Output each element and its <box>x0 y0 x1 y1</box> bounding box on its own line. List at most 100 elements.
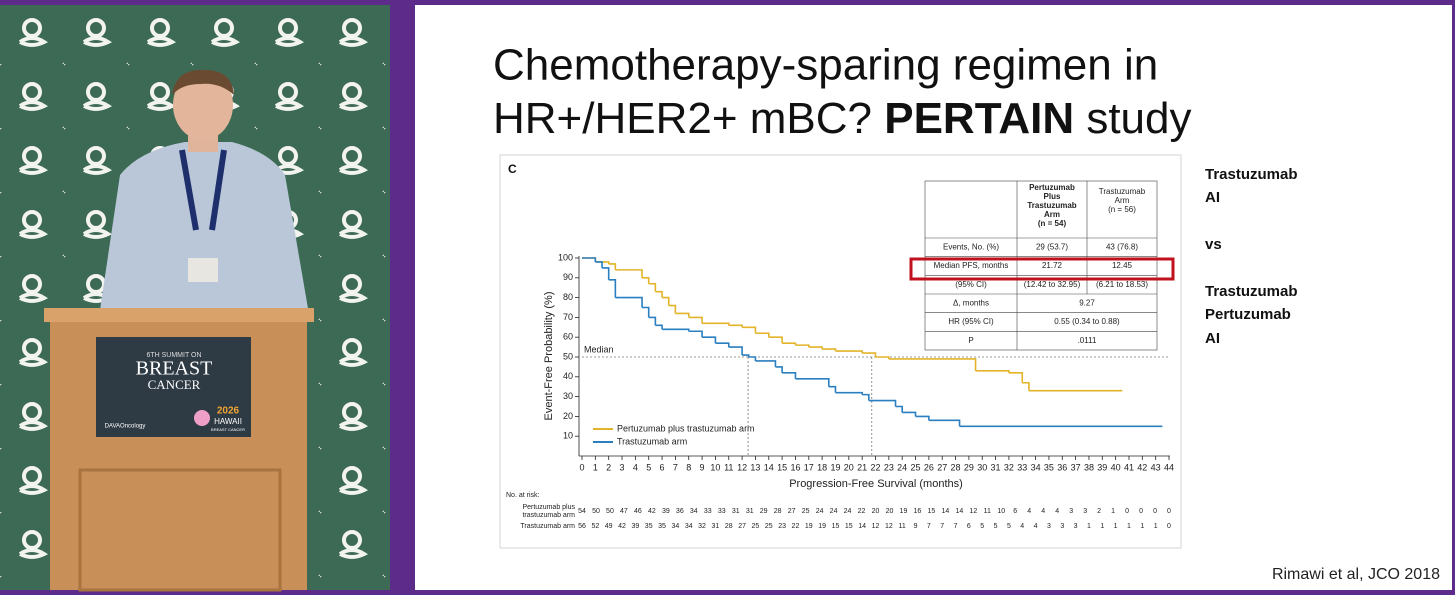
survival-step <box>655 290 663 298</box>
risk-count: 16 <box>914 508 922 515</box>
risk-count: 20 <box>872 508 880 515</box>
risk-count: 46 <box>634 508 642 515</box>
x-tick-label: 28 <box>951 462 961 472</box>
risk-count: 19 <box>818 523 826 530</box>
survival-step <box>602 267 610 280</box>
risk-count: 9 <box>914 523 918 530</box>
risk-count: 50 <box>606 508 614 515</box>
risk-count: 15 <box>832 523 840 530</box>
x-tick-label: 8 <box>686 462 691 472</box>
x-tick-label: 7 <box>673 462 678 472</box>
survival-step <box>702 336 717 344</box>
summary-table <box>924 180 1158 351</box>
risk-count: 1 <box>1087 523 1091 530</box>
risk-count: 11 <box>899 523 906 530</box>
x-tick-label: 32 <box>1004 462 1014 472</box>
survival-step <box>782 372 797 379</box>
panel-label: C <box>508 162 517 176</box>
survival-step <box>902 411 917 417</box>
x-tick-label: 17 <box>804 462 814 472</box>
x-tick-label: 9 <box>700 462 705 472</box>
x-tick-label: 44 <box>1164 462 1174 472</box>
x-tick-label: 14 <box>764 462 774 472</box>
risk-count: 19 <box>805 523 813 530</box>
x-tick-label: 23 <box>884 462 894 472</box>
survival-step <box>608 263 617 270</box>
legend-label: Trastuzumab arm <box>617 436 687 446</box>
survival-step <box>728 346 743 356</box>
x-tick-label: 24 <box>897 462 907 472</box>
title-part: PERTAIN <box>884 94 1074 143</box>
risk-count: 5 <box>994 523 998 530</box>
x-tick-label: 10 <box>710 462 720 472</box>
x-tick-label: 39 <box>1097 462 1107 472</box>
risk-count: 7 <box>940 523 944 530</box>
y-tick-label: 40 <box>563 371 573 381</box>
table-cell: Median PFS, months <box>934 261 1009 270</box>
risk-count: 1 <box>1114 523 1118 530</box>
risk-count: 23 <box>778 523 786 530</box>
survival-step <box>928 419 961 427</box>
risk-count: 12 <box>885 523 893 530</box>
title-part: HR+/HER2+ mBC? <box>493 94 884 143</box>
risk-count: 22 <box>792 523 800 530</box>
risk-count: 1 <box>1111 508 1115 515</box>
survival-step <box>862 393 870 401</box>
risk-count: 34 <box>671 523 679 530</box>
risk-count: 42 <box>618 523 626 530</box>
side-label: Trastuzumab <box>1205 166 1298 183</box>
podium-text: DAVAOncology <box>105 424 146 430</box>
risk-count: 24 <box>830 508 838 515</box>
survival-step <box>688 330 703 338</box>
table-header: Pertuzumab <box>1029 183 1075 192</box>
table-cell: HR (95% CI) <box>948 317 994 326</box>
x-tick-label: 31 <box>991 462 1001 472</box>
risk-count: 20 <box>886 508 894 515</box>
table-header: Arm <box>1115 196 1130 205</box>
risk-title: No. at risk: <box>506 492 540 499</box>
x-tick-label: 12 <box>737 462 747 472</box>
survival-step <box>835 391 863 395</box>
survival-step <box>768 336 783 344</box>
risk-count: 14 <box>858 523 866 530</box>
table-header: Arm <box>1044 210 1060 219</box>
legend-label: Pertuzumab plus trastuzumab arm <box>617 423 755 433</box>
podium-text: HAWAII <box>214 417 242 426</box>
risk-count: 14 <box>941 508 949 515</box>
table-cell: 12.45 <box>1112 261 1133 270</box>
survival-step <box>795 344 810 348</box>
x-tick-label: 29 <box>964 462 974 472</box>
x-tick-label: 27 <box>937 462 947 472</box>
risk-count: 39 <box>631 523 639 530</box>
risk-count: 3 <box>1074 523 1078 530</box>
x-tick-label: 22 <box>870 462 880 472</box>
table-cell: 21.72 <box>1042 261 1063 270</box>
risk-row-label: Trastuzumab arm <box>520 523 575 530</box>
survival-step <box>642 277 650 284</box>
survival-step <box>688 316 703 324</box>
survival-step <box>675 312 690 318</box>
risk-count: 25 <box>752 523 760 530</box>
y-tick-label: 80 <box>563 292 573 302</box>
risk-count: 1 <box>1100 523 1104 530</box>
survival-step <box>715 342 730 348</box>
x-tick-label: 13 <box>750 462 760 472</box>
x-tick-label: 41 <box>1124 462 1134 472</box>
table-header: Plus <box>1044 192 1061 201</box>
risk-count: 34 <box>690 508 698 515</box>
risk-count: 1 <box>1127 523 1131 530</box>
survival-step <box>648 316 657 326</box>
survival-step <box>822 348 837 352</box>
risk-count: 19 <box>900 508 908 515</box>
survival-step <box>1008 372 1024 383</box>
risk-count: 36 <box>676 508 684 515</box>
risk-count: 56 <box>578 523 586 530</box>
risk-count: 2 <box>1097 508 1101 515</box>
survival-step <box>668 304 677 314</box>
x-tick-label: 38 <box>1084 462 1094 472</box>
title-part: study <box>1074 94 1191 143</box>
risk-count: 5 <box>980 523 984 530</box>
survival-step <box>868 399 897 407</box>
y-tick-label: 90 <box>563 272 573 282</box>
survival-step <box>608 278 617 298</box>
